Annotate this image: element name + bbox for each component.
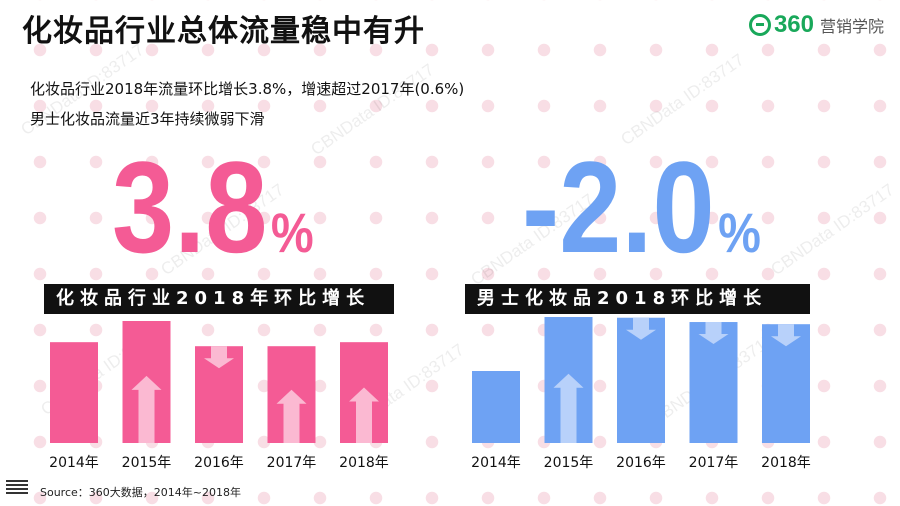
growth-number: -2.0 [522,134,715,280]
source-note: Source：360大数据，2014年~2018年 [40,486,241,499]
down-arrow-icon [771,324,801,347]
tick-label: 2015年 [544,455,594,471]
growth-unit: % [718,201,761,264]
bar-chart-mens: 2014年 2015年 2016年 2017年 2018年 [471,317,811,471]
tick-label: 2017年 [267,455,317,471]
up-arrow-icon [131,375,162,443]
tick-label: 2018年 [339,455,389,471]
tick-label: 2015年 [122,455,172,471]
page-title: 化妆品行业总体流量稳中有升 [22,14,425,49]
tick-label: 2016年 [194,455,244,471]
up-arrow-icon [276,389,307,443]
bar-chart-cosmetics: 2014年 2015年 2016年 2017年 2018年 [49,321,389,471]
growth-unit: % [270,201,314,264]
subtitle-line-2: 男士化妆品流量近3年持续微弱下滑 [30,110,265,128]
logo-icon [748,14,771,36]
tick-label: 2017年 [689,455,739,471]
bar-0 [50,342,98,443]
logo-text: 营销学院 [819,17,884,36]
up-arrow-icon [553,373,584,443]
up-arrow-icon [349,387,379,443]
growth-number: 3.8 [112,134,268,280]
tick-label: 2016年 [616,455,666,471]
bar-0 [472,371,520,443]
down-arrow-icon [626,317,656,340]
down-arrow-icon [204,346,234,369]
growth-value-cosmetics: 3.8% [112,142,314,272]
brand-logo: 360 营销学院 [748,10,884,40]
tick-label: 2018年 [761,455,811,471]
subtitle-line-1: 化妆品行业2018年流量环比增长3.8%，增速超过2017年(0.6%) [30,80,465,98]
logo-number: 360 [773,11,814,38]
down-arrow-icon [698,322,729,345]
list-icon [6,480,28,494]
tick-label: 2014年 [49,455,99,471]
tick-label: 2014年 [471,455,521,471]
growth-value-mens: -2.0% [522,142,761,272]
chart-title-cosmetics: 化妆品行业2018年环比增长 [44,284,394,314]
chart-title-mens: 男士化妆品2018环比增长 [465,284,810,314]
